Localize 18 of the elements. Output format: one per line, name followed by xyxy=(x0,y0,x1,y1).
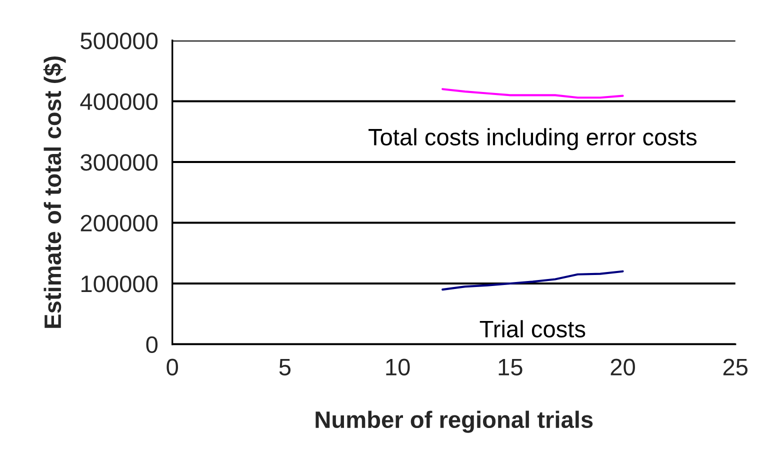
line-series xyxy=(442,270,624,291)
y-tick-label: 500000 xyxy=(80,32,158,50)
x-axis-title: Number of regional trials xyxy=(316,410,593,433)
x-tick-label: 0 xyxy=(166,358,178,376)
y-tick-label: 0 xyxy=(146,336,158,354)
series-label: Trial costs xyxy=(480,320,586,338)
y-tick-label: 200000 xyxy=(80,214,158,232)
x-tick-label: 15 xyxy=(498,359,522,376)
line-series xyxy=(442,88,624,99)
y-tick-label: 100000 xyxy=(81,276,158,292)
x-tick-label: 20 xyxy=(610,358,635,376)
y-tick-label: 300000 xyxy=(80,154,158,171)
x-tick-label: 25 xyxy=(723,358,748,376)
x-tick-label: 5 xyxy=(279,359,291,376)
series-label: Total costs including error costs xyxy=(368,128,697,150)
y-axis-title: Estimate of total cost ($) xyxy=(43,56,66,328)
x-tick-label: 10 xyxy=(386,358,410,376)
y-tick-label: 400000 xyxy=(80,93,158,110)
